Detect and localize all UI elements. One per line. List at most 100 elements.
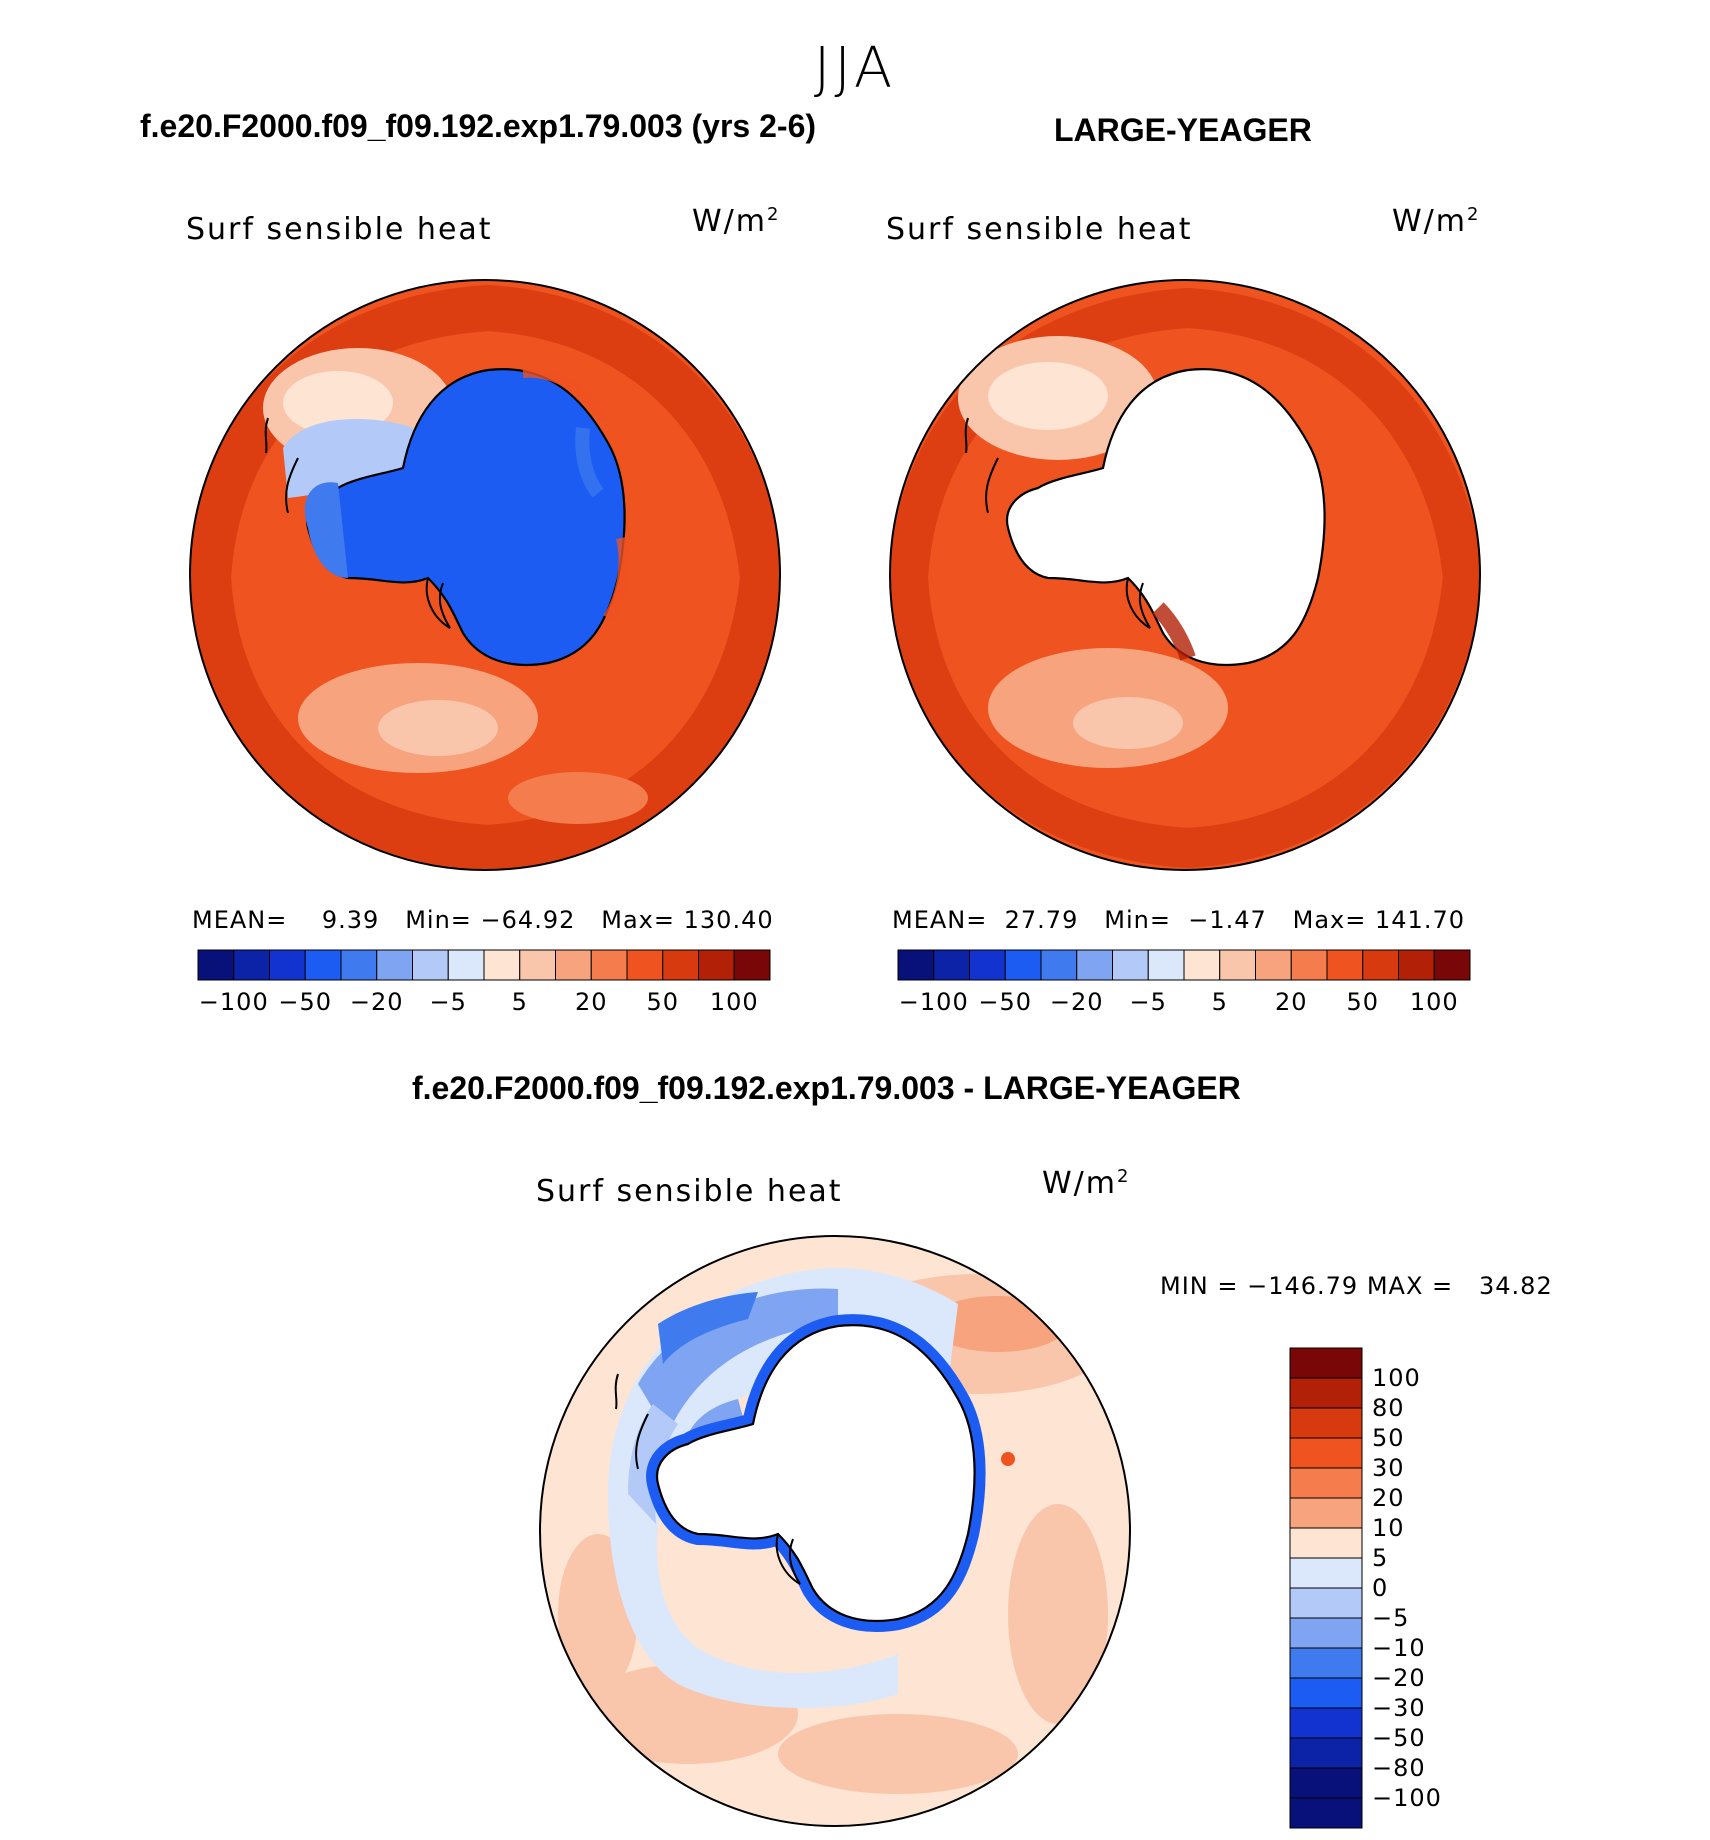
colorbar-swatch — [897, 949, 935, 981]
colorbar-tick-label: −50 — [1372, 1724, 1426, 1752]
colorbar-tick-label: 50 — [1346, 988, 1380, 1016]
colorbar-swatch — [1289, 1587, 1363, 1619]
colorbar-swatch — [1398, 949, 1435, 981]
colorbar-swatch — [269, 949, 306, 981]
colorbar-difference — [1289, 1347, 1363, 1829]
colorbar-swatch — [1004, 949, 1042, 981]
colorbar-tick-label: −5 — [1129, 988, 1167, 1016]
panel-1-variable: Surf sensible heat — [186, 212, 493, 247]
colorbar-tick-label: −20 — [1049, 988, 1104, 1016]
difference-units: W/m2 — [1042, 1166, 1131, 1201]
panel-2-variable: Surf sensible heat — [886, 212, 1193, 247]
colorbar-swatch — [1289, 1377, 1363, 1409]
colorbar-swatch — [662, 949, 699, 981]
colorbar-swatch — [1183, 949, 1221, 981]
colorbar-swatch — [1040, 949, 1078, 981]
difference-minmax: MIN = −146.79 MAX = 34.82 — [1160, 1272, 1553, 1300]
colorbar-tick-label: 20 — [1274, 988, 1308, 1016]
colorbar-swatch — [1147, 949, 1185, 981]
colorbar-tick-label: −100 — [898, 988, 969, 1016]
colorbar-swatch — [1219, 949, 1256, 981]
colorbar-swatch — [1289, 1707, 1363, 1739]
colorbar-swatch — [1289, 1347, 1363, 1379]
colorbar-swatch — [1289, 1527, 1363, 1559]
colorbar-swatch — [1289, 1497, 1363, 1529]
colorbar-swatch — [1255, 949, 1292, 981]
colorbar-tick-label: −50 — [278, 988, 333, 1016]
colorbar-swatch — [412, 949, 449, 981]
colorbar-tick-label: 100 — [1409, 988, 1459, 1016]
colorbar-tick-label: −5 — [429, 988, 467, 1016]
colorbar-swatch — [340, 949, 378, 981]
colorbar-swatch — [1289, 1617, 1363, 1649]
colorbar-tick-label: 20 — [1372, 1484, 1405, 1512]
colorbar-swatch — [590, 949, 628, 981]
colorbar-tick-label: −5 — [1372, 1604, 1410, 1632]
colorbar-swatch — [197, 949, 235, 981]
season-title: JJA — [813, 36, 897, 101]
colorbar-tick-label: −10 — [1372, 1634, 1426, 1662]
colorbar-swatch — [304, 949, 342, 981]
colorbar-swatch — [698, 949, 735, 981]
colorbar-swatch — [1326, 949, 1364, 981]
colorbar-tick-label: −50 — [978, 988, 1033, 1016]
colorbar-tick-label: 50 — [1372, 1424, 1405, 1452]
colorbar-swatch — [969, 949, 1006, 981]
panel-1-title: f.e20.F2000.f09_f09.192.exp1.79.003 (yrs… — [140, 108, 817, 144]
colorbar-swatch — [1289, 1677, 1363, 1709]
colorbar-swatch — [447, 949, 485, 981]
colorbar-tick-label: 100 — [709, 988, 759, 1016]
colorbar-tick-label: −30 — [1372, 1694, 1426, 1722]
colorbar-swatch — [376, 949, 413, 981]
colorbar-tick-label: 5 — [1372, 1544, 1389, 1572]
colorbar-tick-label: 5 — [1211, 988, 1228, 1016]
panel-2-title: LARGE-YEAGER — [1054, 112, 1312, 148]
colorbar-swatch — [1112, 949, 1149, 981]
panel-2-stats: MEAN= 27.79 Min= −1.47 Max= 141.70 — [892, 906, 1465, 934]
map-panel-2 — [889, 279, 1481, 871]
colorbar-tick-label: 100 — [1372, 1364, 1421, 1392]
map-panel-difference — [539, 1235, 1131, 1827]
colorbar-swatch — [1289, 1557, 1363, 1589]
colorbar-tick-label: 10 — [1372, 1514, 1405, 1542]
colorbar-tick-label: 20 — [574, 988, 608, 1016]
colorbar-tick-label: −80 — [1372, 1754, 1426, 1782]
colorbar-swatch — [1076, 949, 1113, 981]
difference-variable: Surf sensible heat — [536, 1174, 843, 1209]
map-2-antarctica — [1005, 368, 1326, 667]
colorbar-swatch — [233, 949, 270, 981]
colorbar-swatch — [1289, 1407, 1363, 1439]
colorbar-panel-2 — [897, 949, 1471, 981]
colorbar-swatch — [733, 949, 771, 981]
colorbar-swatch — [933, 949, 970, 981]
colorbar-swatch — [1289, 1797, 1363, 1829]
colorbar-swatch — [555, 949, 592, 981]
difference-title: f.e20.F2000.f09_f09.192.exp1.79.003 - LA… — [412, 1070, 1241, 1106]
colorbar-tick-label: 80 — [1372, 1394, 1405, 1422]
colorbar-tick-label: 0 — [1372, 1574, 1389, 1602]
map-panel-1 — [189, 279, 781, 871]
colorbar-tick-label: −20 — [349, 988, 404, 1016]
colorbar-swatch — [626, 949, 664, 981]
colorbar-panel-1 — [197, 949, 771, 981]
colorbar-swatch — [1433, 949, 1471, 981]
colorbar-swatch — [1289, 1647, 1363, 1679]
colorbar-swatch — [1290, 949, 1328, 981]
colorbar-swatch — [1289, 1437, 1363, 1469]
map-1-warm-band — [190, 284, 780, 870]
colorbar-swatch — [1289, 1737, 1363, 1769]
map-3-antarctica — [655, 1324, 976, 1623]
panel-2-units: W/m2 — [1392, 204, 1481, 239]
colorbar-swatch — [1362, 949, 1399, 981]
colorbar-tick-label: 5 — [511, 988, 528, 1016]
colorbar-swatch — [483, 949, 521, 981]
panel-1-stats: MEAN= 9.39 Min= −64.92 Max= 130.40 — [192, 906, 774, 934]
map-3-colder-band — [638, 1288, 838, 1434]
colorbar-swatch — [1289, 1767, 1363, 1799]
colorbar-tick-label: 30 — [1372, 1454, 1405, 1482]
colorbar-tick-label: −100 — [198, 988, 269, 1016]
colorbar-swatch — [519, 949, 556, 981]
colorbar-tick-label: 50 — [646, 988, 680, 1016]
colorbar-tick-label: −20 — [1372, 1664, 1426, 1692]
colorbar-tick-label: −100 — [1372, 1784, 1442, 1812]
